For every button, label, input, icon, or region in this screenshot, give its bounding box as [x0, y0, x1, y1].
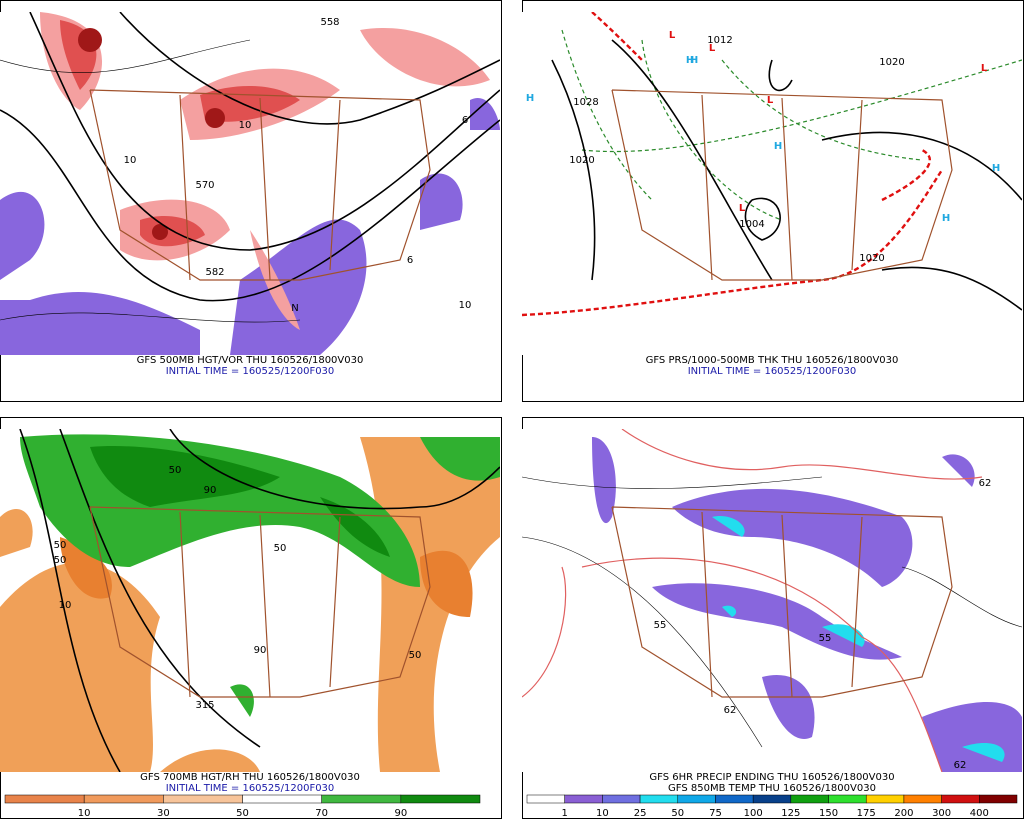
contour-label: 570: [195, 180, 214, 191]
colorbar-swatch: [941, 794, 980, 804]
panel-subtitle: INITIAL TIME = 160525/1200F030: [166, 783, 335, 794]
colorbar-swatch: [526, 794, 565, 804]
high-center: H: [690, 55, 698, 66]
contour-label: 55: [819, 633, 832, 644]
low-center: L: [709, 43, 716, 54]
contour-label: 582: [205, 267, 224, 278]
contour-label: 50: [274, 543, 287, 554]
colorbar-label: 200: [894, 808, 913, 819]
contour-label: 62: [954, 760, 967, 771]
contour-label: 50: [409, 650, 422, 661]
contour-label: N: [291, 303, 298, 314]
colorbar-label: 75: [709, 808, 722, 819]
colorbar-swatch: [790, 794, 829, 804]
colorbar-label: 50: [236, 808, 249, 819]
colorbar-label: 25: [634, 808, 647, 819]
panel-title: GFS PRS/1000-500MB THK THU 160526/1800V0…: [646, 355, 899, 366]
contour-label: 50: [54, 540, 67, 551]
high-center: H: [942, 213, 950, 224]
contour-label: 55: [654, 620, 667, 631]
colorbar-label: 150: [819, 808, 838, 819]
low-center: L: [739, 203, 746, 214]
colorbar-label: 175: [857, 808, 876, 819]
colorbar-label: 300: [932, 808, 951, 819]
colorbar-label: 125: [781, 808, 800, 819]
panel-subtitle: INITIAL TIME = 160525/1200F030: [166, 366, 335, 377]
contour-label: 90: [254, 645, 267, 656]
contour-label: 1020: [859, 253, 884, 264]
colorbar-swatch: [715, 794, 754, 804]
panel-humidity: GFS 700MB HGT/RH THU 160526/1800V030INIT…: [0, 417, 502, 819]
colorbar-label: 30: [157, 808, 170, 819]
panel-precip: GFS 6HR PRECIP ENDING THU 160526/1800V03…: [522, 417, 1024, 819]
colorbar-swatch: [4, 794, 85, 804]
colorbar-swatch: [564, 794, 603, 804]
contour-label: 50: [54, 555, 67, 566]
colorbar-label: 50: [671, 808, 684, 819]
contour-label: 558: [320, 17, 339, 28]
contour-label: 1012: [707, 35, 732, 46]
contour-label: 10: [124, 155, 137, 166]
colorbar-label: 10: [596, 808, 609, 819]
contour-label: 6: [462, 115, 468, 126]
colorbar-label: 1: [562, 808, 568, 819]
contour-label: 90: [204, 485, 217, 496]
contour-label: 50: [169, 465, 182, 476]
contour-label: 10: [459, 300, 472, 311]
panel-title: GFS 6HR PRECIP ENDING THU 160526/1800V03…: [649, 772, 894, 783]
panel-title: GFS 700MB HGT/RH THU 160526/1800V030: [140, 772, 360, 783]
colorbar-swatch: [677, 794, 716, 804]
contour-label: 10: [239, 120, 252, 131]
colorbar-swatch: [828, 794, 867, 804]
contour-label: 1020: [569, 155, 594, 166]
panel-title: GFS 500MB HGT/VOR THU 160526/1800V030: [137, 355, 364, 366]
colorbar-label: 90: [394, 808, 407, 819]
panel-vorticity: GFS 500MB HGT/VOR THU 160526/1800V030INI…: [0, 0, 502, 402]
colorbar-swatch: [903, 794, 942, 804]
colorbar-label: 10: [78, 808, 91, 819]
colorbar-swatch: [242, 794, 322, 804]
high-center: H: [686, 55, 694, 66]
colorbar-swatch: [752, 794, 792, 804]
contour-label: 315: [195, 700, 214, 711]
colorbar-swatch: [321, 794, 402, 804]
contour-label: 6: [407, 255, 413, 266]
low-center: L: [981, 63, 988, 74]
colorbar-swatch: [979, 794, 1018, 804]
colorbar-label: 70: [315, 808, 328, 819]
contour-label: 1020: [879, 57, 904, 68]
panel-pressure: GFS PRS/1000-500MB THK THU 160526/1800V0…: [522, 0, 1024, 402]
contour-label: 1004: [739, 219, 764, 230]
contour-label: 10: [59, 600, 72, 611]
high-center: H: [526, 93, 534, 104]
colorbar-swatch: [639, 794, 679, 804]
panel-subtitle: GFS 850MB TEMP THU 160526/1800V030: [668, 783, 876, 794]
colorbar-label: 100: [744, 808, 763, 819]
high-center: H: [774, 141, 782, 152]
colorbar-swatch: [602, 794, 641, 804]
low-center: L: [669, 30, 676, 41]
contour-label: 1028: [573, 97, 598, 108]
colorbar-swatch: [400, 794, 481, 804]
panel-subtitle: INITIAL TIME = 160525/1200F030: [688, 366, 857, 377]
high-center: H: [992, 163, 1000, 174]
low-center: L: [767, 95, 774, 106]
colorbar-swatch: [865, 794, 905, 804]
colorbar-swatch: [83, 794, 164, 804]
contour-label: 62: [979, 478, 992, 489]
colorbar-label: 400: [970, 808, 989, 819]
contour-label: 62: [724, 705, 737, 716]
colorbar-swatch: [163, 794, 243, 804]
